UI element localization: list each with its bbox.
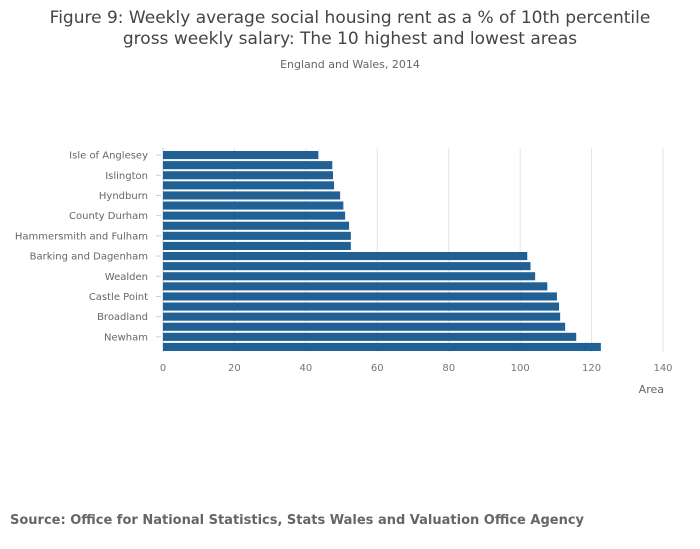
bar — [163, 231, 351, 240]
y-tick-label: Wealden — [105, 272, 148, 283]
bar — [163, 332, 577, 341]
x-axis-title: Area — [639, 383, 664, 396]
y-tick-label: County Durham — [69, 211, 148, 222]
source-note: Source: Office for National Statistics, … — [10, 513, 585, 528]
bar — [163, 302, 560, 311]
x-tick-label: 60 — [371, 363, 384, 374]
y-tick-label: Hyndburn — [99, 191, 148, 202]
y-tick-label: Newham — [104, 332, 148, 343]
y-tick-label: Castle Point — [89, 292, 148, 303]
bar — [163, 191, 341, 200]
bar — [163, 151, 319, 160]
x-tick-label: 100 — [511, 363, 530, 374]
title-line-1: Figure 9: Weekly average social housing … — [49, 8, 651, 28]
bar — [163, 181, 335, 190]
x-tick-label: 140 — [653, 363, 672, 374]
bar — [163, 161, 333, 170]
bar — [163, 252, 528, 261]
x-tick-label: 20 — [228, 363, 241, 374]
bar — [163, 312, 561, 321]
x-tick-label: 120 — [582, 363, 601, 374]
y-tick-label: Isle of Anglesey — [69, 151, 148, 162]
bar — [163, 201, 344, 210]
y-tick-label: Broadland — [97, 312, 148, 323]
bar — [163, 171, 333, 180]
bar — [163, 282, 548, 291]
bar — [163, 241, 351, 250]
bar — [163, 262, 531, 271]
chart-title: Figure 9: Weekly average social housing … — [0, 8, 700, 50]
x-tick-label: 0 — [160, 363, 166, 374]
y-tick-label: Islington — [105, 171, 148, 182]
bar — [163, 322, 566, 331]
title-line-2: gross weekly salary: The 10 highest and … — [122, 29, 578, 49]
bar — [163, 272, 536, 281]
plot-area: 0 20 40 60 80 100 120 140 Isle of Anglesey Isling… — [15, 148, 673, 396]
x-tick-label: 80 — [442, 363, 455, 374]
bar — [163, 292, 557, 301]
y-tick-label: Hammersmith and Fulham — [15, 231, 148, 242]
bar — [163, 211, 346, 220]
bar — [163, 342, 601, 351]
x-tick-label: 40 — [299, 363, 312, 374]
chart-subtitle: England and Wales, 2014 — [280, 58, 420, 71]
y-tick-label: Barking and Dagenham — [30, 252, 148, 263]
bar — [163, 221, 350, 230]
